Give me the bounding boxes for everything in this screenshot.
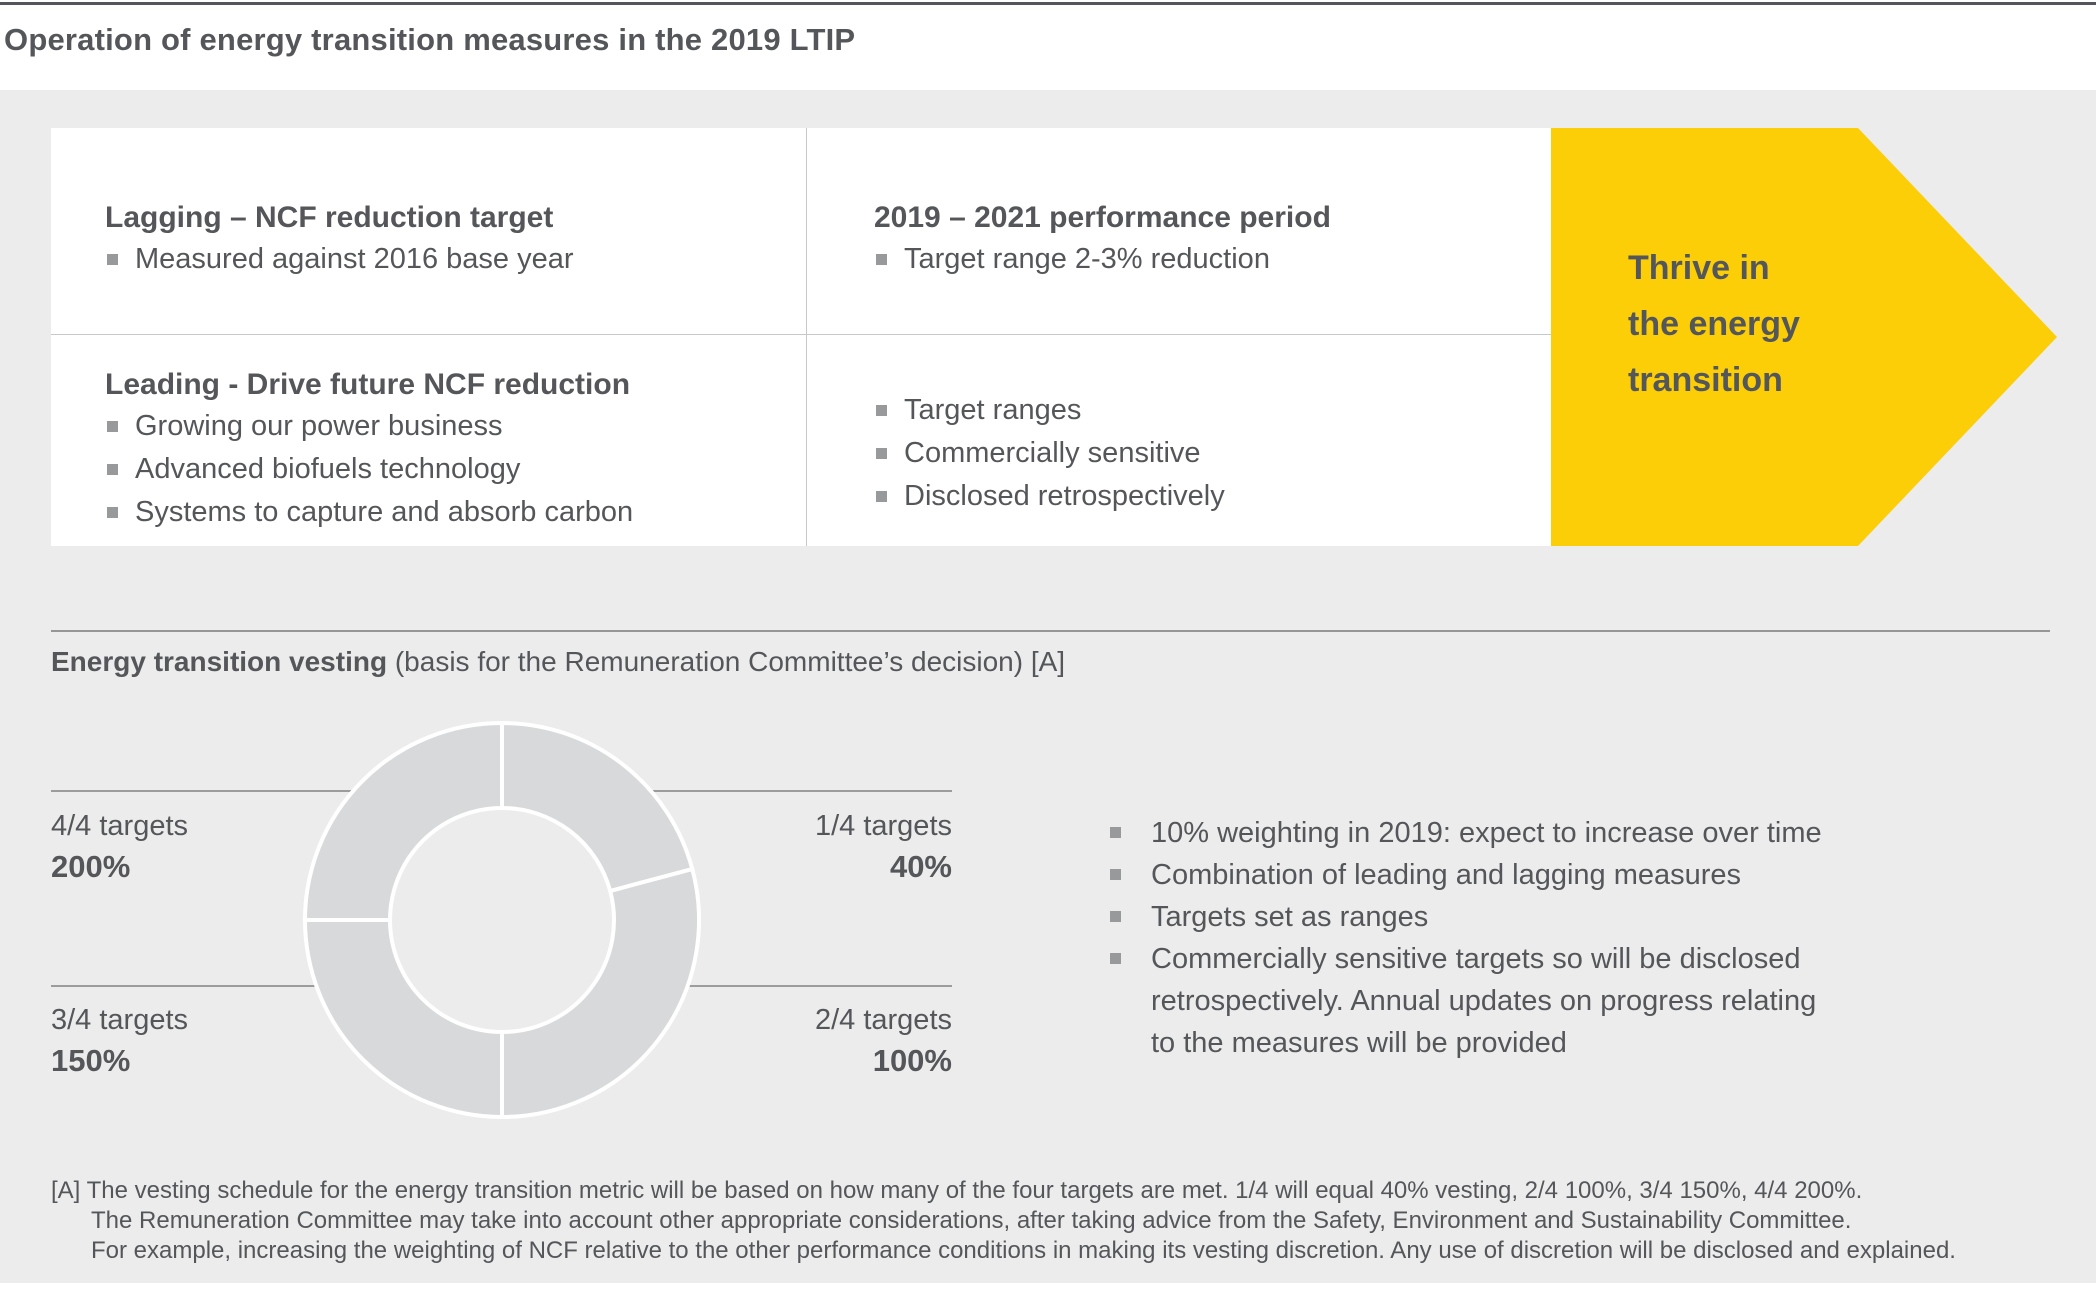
donut-label-targets: 3/4 targets: [51, 1004, 189, 1036]
note-text: 10% weighting in 2019: expect to increas…: [1151, 817, 1822, 849]
square-bullet-icon: [876, 405, 887, 416]
square-bullet-icon: [1110, 911, 1121, 922]
target-item: Target ranges: [904, 394, 1082, 426]
square-bullet-icon: [1110, 869, 1121, 880]
donut-segment: [500, 866, 701, 1120]
list-item: Growing our power business: [105, 405, 786, 448]
list-item: Target range 2-3% reduction: [874, 238, 1531, 281]
donut-label-pct: 40%: [889, 849, 952, 884]
footnote: [A] The vesting schedule for the energy …: [51, 1176, 1956, 1266]
list-item: 10% weighting in 2019: expect to increas…: [1108, 812, 1968, 854]
note-text-continuation: to the measures will be provided: [1151, 1027, 1567, 1059]
donut-segment: [302, 918, 504, 1120]
section-divider: [51, 630, 2050, 632]
square-bullet-icon: [876, 491, 887, 502]
vesting-heading-bold: Energy transition vesting: [51, 646, 388, 677]
square-bullet-icon: [1110, 827, 1121, 838]
list-item: Commercially sensitive: [874, 432, 1531, 475]
donut-segment: [302, 720, 504, 922]
square-bullet-icon: [1110, 953, 1121, 964]
period-item: Target range 2-3% reduction: [904, 243, 1270, 275]
donut-label-targets: 4/4 targets: [51, 810, 189, 842]
note-text-continuation: retrospectively. Annual updates on progr…: [1151, 985, 1817, 1017]
note-text: Commercially sensitive targets so will b…: [1151, 943, 1801, 975]
list-item: Combination of leading and lagging measu…: [1108, 854, 1968, 896]
list-item: Targets set as ranges: [1108, 896, 1968, 938]
donut-label-2-4: 2/4 targets 100%: [622, 1000, 952, 1082]
square-bullet-icon: [107, 421, 118, 432]
footnote-line: [A] The vesting schedule for the energy …: [51, 1176, 1956, 1206]
arrow-caption: Thrive in the energy transition: [1628, 240, 1800, 408]
donut-label-4-4: 4/4 targets 200%: [51, 806, 381, 888]
target-item: Commercially sensitive: [904, 437, 1201, 469]
cell-lagging: Lagging – NCF reduction target Measured …: [51, 128, 806, 334]
leading-item: Advanced biofuels technology: [135, 453, 521, 485]
arrow-caption-line: Thrive in: [1628, 249, 1770, 287]
leading-item: Systems to capture and absorb carbon: [135, 496, 634, 528]
cell-performance-period: 2019 – 2021 performance period Target ra…: [806, 128, 1551, 334]
square-bullet-icon: [107, 464, 118, 475]
list-item: Target ranges: [874, 389, 1531, 432]
square-bullet-icon: [107, 507, 118, 518]
cell-leading: Leading - Drive future NCF reduction Gro…: [51, 334, 806, 546]
arrow-caption-line: the energy: [1628, 305, 1800, 343]
target-item: Disclosed retrospectively: [904, 480, 1225, 512]
vesting-donut-chart: [302, 720, 701, 1120]
donut-label-targets: 2/4 targets: [814, 1004, 952, 1036]
leading-heading: Leading - Drive future NCF reduction: [105, 368, 631, 401]
list-item: Systems to capture and absorb carbon: [105, 491, 786, 534]
arrow-caption-line: transition: [1628, 361, 1783, 399]
period-heading: 2019 – 2021 performance period: [874, 201, 1331, 234]
donut-label-pct: 150%: [51, 1043, 131, 1078]
cell-target-details: Target ranges Commercially sensitive Dis…: [806, 334, 1551, 546]
footnote-line: The Remuneration Committee may take into…: [91, 1207, 1852, 1234]
vesting-heading-rest: (basis for the Remuneration Committee’s …: [387, 646, 1066, 677]
page-title: Operation of energy transition measures …: [4, 22, 856, 57]
note-text: Combination of leading and lagging measu…: [1151, 859, 1742, 891]
lagging-item: Measured against 2016 base year: [135, 243, 574, 275]
measures-table: Lagging – NCF reduction target Measured …: [51, 128, 1551, 546]
header-band: [0, 0, 2096, 90]
leading-item: Growing our power business: [135, 410, 503, 442]
vesting-section-heading: Energy transition vesting (basis for the…: [51, 646, 1065, 678]
square-bullet-icon: [107, 254, 118, 265]
donut-label-targets: 1/4 targets: [814, 810, 952, 842]
donut-label-3-4: 3/4 targets 150%: [51, 1000, 381, 1082]
footnote-text: The vesting schedule for the energy tran…: [86, 1177, 1863, 1204]
list-item: Commercially sensitive targets so will b…: [1108, 938, 1968, 980]
footnote-marker: [A]: [51, 1177, 81, 1204]
vesting-notes-list: 10% weighting in 2019: expect to increas…: [1108, 812, 1968, 1064]
note-text: Targets set as ranges: [1151, 901, 1429, 933]
donut-label-1-4: 1/4 targets 40%: [622, 806, 952, 888]
footnote-line: For example, increasing the weighting of…: [91, 1237, 1956, 1264]
arrow-right-icon: [1551, 128, 2057, 546]
bottom-band: [0, 1283, 2096, 1296]
list-item: Disclosed retrospectively: [874, 475, 1531, 518]
lagging-heading: Lagging – NCF reduction target: [105, 201, 554, 234]
thrive-arrow: Thrive in the energy transition: [1551, 128, 2057, 546]
donut-label-pct: 100%: [872, 1043, 952, 1078]
list-item: Advanced biofuels technology: [105, 448, 786, 491]
square-bullet-icon: [876, 254, 887, 265]
square-bullet-icon: [876, 448, 887, 459]
donut-segment: [500, 720, 695, 894]
donut-label-pct: 200%: [51, 849, 131, 884]
top-rule: [0, 2, 2096, 5]
list-item: Measured against 2016 base year: [105, 238, 786, 281]
